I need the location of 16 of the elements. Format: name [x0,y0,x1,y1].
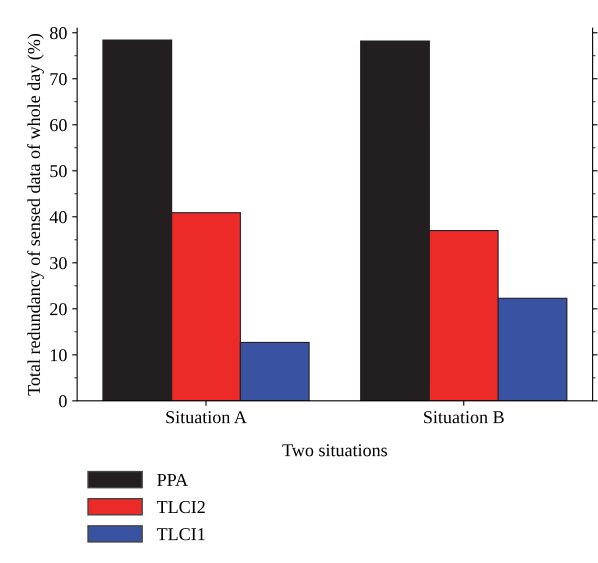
y-tick-label: 50 [50,165,67,178]
y-tick-label: 40 [50,211,67,224]
legend-label: TLCI1 [156,528,205,540]
x-axis-title: Two situations [282,444,388,456]
y-tick-label: 70 [50,73,67,86]
y-tick-label: 60 [50,119,67,132]
y-axis-title: Total redundancy of sensed data of whole day (%) [27,34,44,396]
y-tick-label: 0 [59,395,67,408]
y-tick-label: 20 [50,303,67,316]
y-tick-label: 30 [50,257,67,270]
y-tick-label: 10 [50,349,67,362]
x-tick-label: Situation A [166,411,247,424]
legend-label: PPA [157,474,188,486]
y-tick-label: 80 [50,27,67,40]
x-tick-label: Situation B [424,411,504,424]
legend-label: TLCI2 [156,500,205,514]
